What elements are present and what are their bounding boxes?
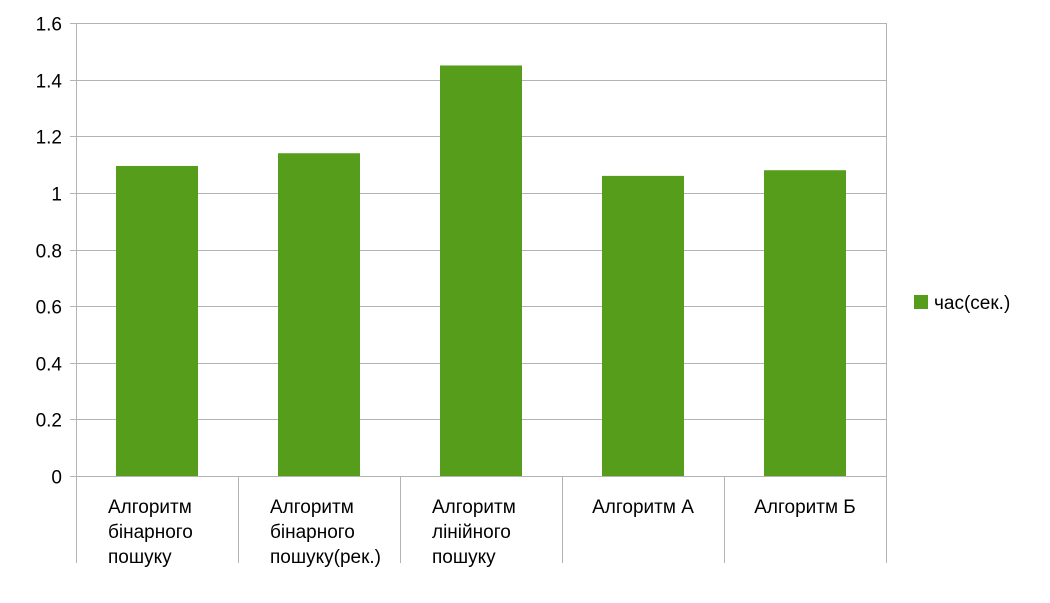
x-category-label-line: бінарного	[270, 522, 355, 543]
x-axis-category-labels: Алгоритм бінарного пошуку Алгоритм бінарного…	[108, 497, 856, 568]
x-category-label: Алгоритм Б	[754, 497, 856, 518]
x-category-label-line: Алгоритм А	[592, 497, 694, 518]
bar	[602, 175, 684, 476]
y-tick-label: 1	[51, 185, 62, 206]
x-category-label: Алгоритм бінарного пошуку	[108, 497, 193, 568]
y-tick-label: 1.4	[36, 72, 63, 93]
x-category-label: Алгоритм А	[592, 497, 694, 518]
x-category-label-line: пошуку	[432, 547, 496, 568]
x-category-label-line: Алгоритм	[270, 497, 354, 518]
bar	[278, 153, 360, 477]
y-tick-label: 0.8	[36, 242, 62, 263]
axes	[70, 23, 887, 563]
y-tick-label: 1.2	[36, 128, 62, 149]
y-tick-label: 1.6	[36, 15, 62, 36]
bar	[116, 165, 198, 476]
bar	[440, 65, 522, 476]
legend-label: час(сек.)	[934, 293, 1010, 314]
x-category-label: Алгоритм лінійного пошуку	[432, 497, 516, 568]
x-category-label-line: Алгоритм Б	[754, 497, 856, 518]
x-category-label-line: Алгоритм	[108, 497, 192, 518]
x-category-label-line: бінарного	[108, 522, 193, 543]
x-category-label-line: пошуку	[108, 547, 172, 568]
y-tick-label: 0	[51, 468, 62, 489]
bars	[116, 65, 846, 477]
x-category-label-line: Алгоритм	[432, 497, 516, 518]
x-category-label-line: пошуку(рек.)	[270, 547, 381, 568]
y-tick-label: 0.4	[36, 355, 63, 376]
legend: час(сек.)	[914, 293, 1010, 314]
x-category-label-line: лінійного	[432, 522, 511, 543]
x-category-label: Алгоритм бінарного пошуку(рек.)	[270, 497, 381, 568]
y-axis-tick-labels: 0 0.2 0.4 0.6 0.8 1 1.2 1.4 1.6	[36, 15, 63, 489]
y-tick-label: 0.6	[36, 298, 62, 319]
y-tick-label: 0.2	[36, 411, 62, 432]
legend-swatch	[914, 295, 928, 309]
bar	[764, 170, 846, 476]
